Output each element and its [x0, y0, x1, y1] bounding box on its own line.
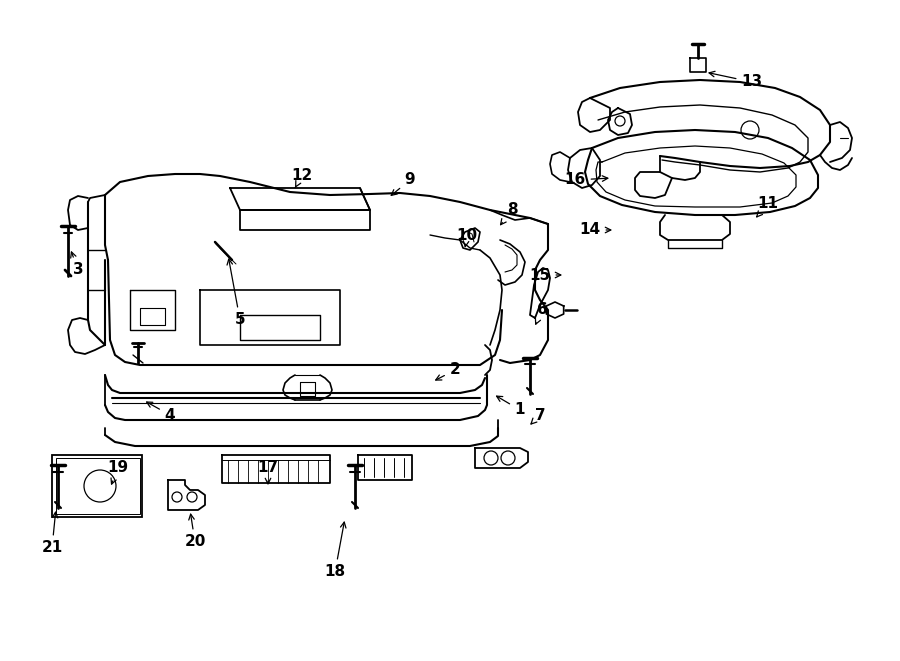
Text: 9: 9 [392, 173, 415, 196]
Text: 3: 3 [71, 252, 84, 278]
Text: 18: 18 [324, 522, 346, 580]
Text: 8: 8 [500, 202, 518, 225]
Text: 20: 20 [184, 514, 206, 549]
Text: 7: 7 [531, 407, 545, 424]
Text: 19: 19 [107, 461, 129, 484]
Text: 17: 17 [257, 461, 279, 484]
Text: 16: 16 [564, 173, 608, 188]
Text: 12: 12 [292, 167, 312, 188]
Text: 15: 15 [529, 268, 561, 282]
Text: 10: 10 [456, 227, 478, 247]
Text: 1: 1 [497, 396, 526, 418]
Text: 4: 4 [147, 402, 176, 422]
Text: 21: 21 [41, 512, 63, 555]
Text: 14: 14 [580, 223, 611, 237]
Bar [56, 458, 140, 514]
Bar [52, 455, 142, 517]
Text: 2: 2 [436, 362, 461, 380]
Text: 5: 5 [227, 259, 246, 327]
Text: 6: 6 [536, 303, 547, 324]
Text: 13: 13 [709, 71, 762, 89]
Text: 11: 11 [757, 196, 778, 217]
